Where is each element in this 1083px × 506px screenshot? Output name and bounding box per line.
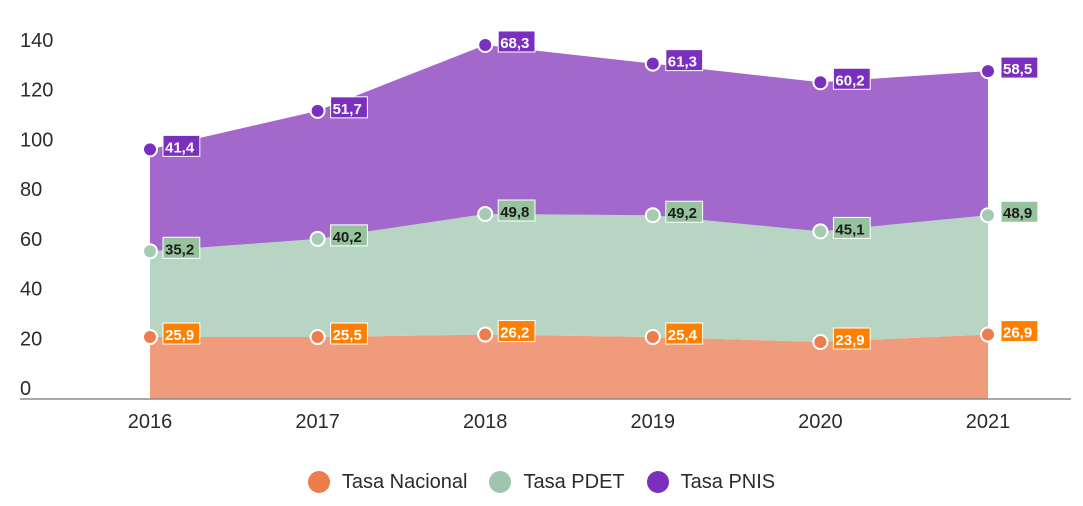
data-point [812,334,829,351]
x-tick-label: 2021 [966,411,1011,433]
data-label-bg [330,322,368,345]
legend-item-tasa-pnis: Tasa PNIS [646,470,776,494]
stacked-area-chart: 0 20 40 60 80 100 120 140 2016 2017 2018 2019 2020 20… [20,30,1071,433]
data-label-bg [330,96,368,119]
y-tick-label: 0 [20,378,31,400]
y-tick-label: 60 [20,229,42,251]
legend-label: Tasa PDET [523,470,625,493]
data-label-bg [162,322,201,345]
data-point [980,207,996,224]
legend-label: Tasa Nacional [341,470,468,493]
data-label-bg [497,30,536,53]
data-point [309,329,326,346]
data-point [644,329,661,346]
data-point [309,102,326,119]
y-tick-label: 40 [20,279,42,301]
legend-item-tasa-pdet: Tasa PDET [489,470,625,494]
data-label: 26,9 [1003,325,1032,342]
area-tasa-nacional [150,334,988,399]
data-label: 26,2 [500,325,529,342]
data-label: 35,2 [165,241,194,258]
data-label-bg [1000,320,1039,343]
y-tick-label: 120 [20,80,53,102]
x-tick-label: 2017 [295,411,340,433]
data-label: 40,2 [333,229,362,246]
data-point [142,141,158,158]
data-label: 49,8 [500,204,529,221]
y-tick-label: 100 [20,129,53,151]
data-label: 60,2 [835,72,864,89]
data-label-bg [832,216,871,239]
data-label-bg [665,322,704,345]
legend-swatch [307,471,330,493]
data-label: 49,2 [668,205,697,222]
data-point [980,63,996,80]
data-label: 58,5 [1003,61,1032,78]
data-label: 41,4 [165,139,195,156]
data-label-bg [497,199,536,222]
data-label-bg [162,134,201,157]
y-tick-label: 80 [20,179,42,201]
x-tick-label: 2019 [631,411,676,433]
y-tick-label: 140 [20,30,53,52]
data-label: 25,9 [165,327,194,344]
legend-item-tasa-nacional: Tasa Nacional [307,470,468,494]
data-label: 23,9 [835,332,864,349]
data-label: 25,4 [668,327,698,344]
data-label-bg [665,200,704,223]
legend-swatch [489,471,512,493]
data-label: 68,3 [500,35,529,52]
x-tick-label: 2016 [128,411,173,433]
x-tick-label: 2018 [463,411,508,433]
data-label: 61,3 [668,54,697,71]
data-point [142,243,158,260]
legend-swatch [646,471,669,493]
data-label-bg [1000,56,1039,79]
data-point [812,74,829,91]
x-tick-label: 2020 [798,411,843,433]
data-point [980,326,996,343]
data-label-bg [832,327,871,350]
data-label: 45,1 [835,221,864,238]
legend: Tasa Nacional Tasa PDET Tasa PNIS [0,466,1083,498]
data-label: 48,9 [1003,205,1032,222]
data-label: 51,7 [333,101,362,118]
data-label-bg [330,224,368,247]
data-label-bg [497,320,536,343]
data-label-bg [162,236,201,259]
y-tick-label: 20 [20,328,42,350]
data-label: 25,5 [333,327,362,344]
legend-label: Tasa PNIS [680,470,776,493]
data-label-bg [832,67,871,90]
data-point [309,230,326,247]
data-point [812,223,829,240]
data-point [644,207,661,224]
data-point [477,206,494,222]
data-point [142,329,158,346]
data-point [477,36,494,53]
data-point [644,55,661,72]
data-label-bg [665,49,704,72]
data-label-bg [1000,200,1039,223]
data-point [477,326,494,343]
